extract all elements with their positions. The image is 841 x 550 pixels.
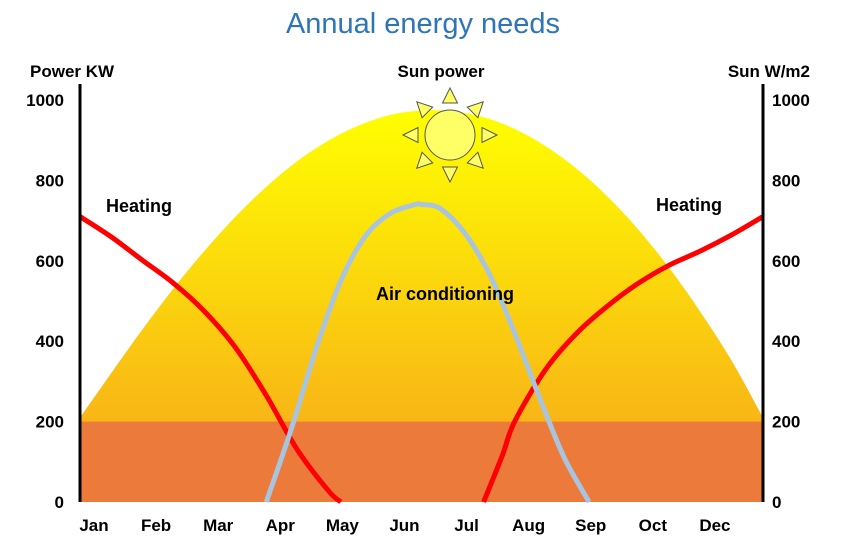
- sun-power-base-band: [80, 421, 763, 502]
- right-ytick-label: 600: [772, 252, 800, 271]
- curve-layer: [78, 201, 765, 504]
- left-ytick-label: 800: [36, 171, 64, 190]
- xtick-label: Apr: [266, 516, 296, 535]
- sun-ray: [466, 151, 484, 169]
- xtick-label: Feb: [141, 516, 171, 535]
- sun-ray: [441, 86, 459, 104]
- sun-power-area: [80, 110, 763, 502]
- xtick-label: Mar: [203, 516, 234, 535]
- right-axis-title: Sun W/m2: [728, 62, 810, 81]
- left-axis-title: Power KW: [30, 62, 115, 81]
- xtick-label: Jul: [454, 516, 479, 535]
- heating-curve-right: [481, 214, 765, 503]
- right-ytick-label: 0: [772, 493, 781, 512]
- air-conditioning-curve: [263, 201, 592, 504]
- left-ytick-label: 0: [55, 493, 64, 512]
- left-ytick-label: 600: [36, 252, 64, 271]
- sun-icon: [401, 86, 499, 184]
- sun-ray: [481, 126, 499, 144]
- left-ytick-label: 400: [36, 332, 64, 351]
- heating-label-left: Heating: [106, 196, 172, 216]
- chart-title: Annual energy needs: [286, 8, 560, 40]
- xtick-label: Jan: [79, 516, 108, 535]
- sun-ray: [466, 101, 484, 119]
- xtick-label: Jun: [389, 516, 419, 535]
- xtick-label: May: [326, 516, 360, 535]
- right-ytick-label: 1000: [772, 91, 810, 110]
- air-conditioning-label: Air conditioning: [376, 284, 514, 304]
- sun-ray: [401, 126, 419, 144]
- sun-disc: [424, 109, 476, 161]
- sun-ray: [416, 151, 434, 169]
- tick-layer: 0 0 200 200 400 400 600 600 800 800 1000 1000 Jan Feb…: [26, 91, 810, 535]
- sun-ray: [441, 166, 459, 184]
- xtick-label: Oct: [639, 516, 668, 535]
- heating-curve-left: [78, 214, 343, 504]
- left-ytick-label: 200: [36, 413, 64, 432]
- right-ytick-label: 800: [772, 171, 800, 190]
- xtick-label: Sep: [575, 516, 606, 535]
- xtick-label: Dec: [699, 516, 730, 535]
- right-ytick-label: 400: [772, 332, 800, 351]
- right-ytick-label: 200: [772, 413, 800, 432]
- sun-ray: [416, 101, 434, 119]
- left-ytick-label: 1000: [26, 91, 64, 110]
- xtick-label: Aug: [512, 516, 545, 535]
- sun-power-area-layer: [80, 110, 763, 502]
- sun-power-label: Sun power: [398, 62, 485, 81]
- heating-label-right: Heating: [656, 195, 722, 215]
